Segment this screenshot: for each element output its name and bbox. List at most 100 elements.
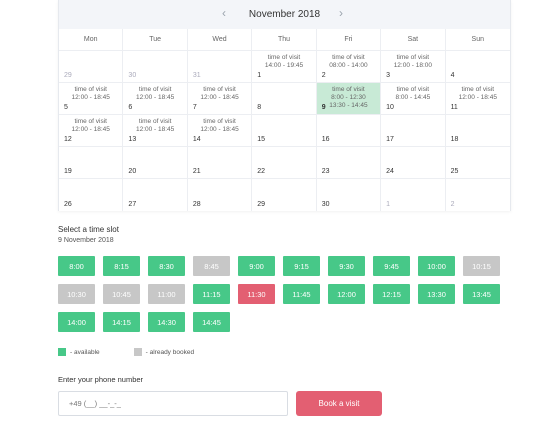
visit-hours: 12:00 - 18:45 bbox=[200, 126, 239, 133]
weekday-label: Tue bbox=[123, 29, 188, 51]
time-slot-available[interactable]: 8:30 bbox=[148, 256, 185, 276]
time-slot-available[interactable]: 12:00 bbox=[328, 284, 365, 304]
day-number: 19 bbox=[64, 168, 72, 175]
calendar-day-cell[interactable]: 30 bbox=[316, 179, 382, 211]
calendar-header: ‹ November 2018 › bbox=[59, 0, 510, 29]
visit-label: time of visit bbox=[138, 118, 172, 125]
legend-booked-label: - already booked bbox=[145, 348, 195, 356]
day-number: 31 bbox=[192, 72, 201, 79]
visit-hours: 08:00 - 14:00 bbox=[329, 62, 368, 69]
calendar-day-cell[interactable]: time of visit 12:00 - 18:45 6 bbox=[123, 83, 188, 115]
day-number: 11 bbox=[450, 104, 458, 111]
calendar-day-cell[interactable]: 20 bbox=[123, 147, 188, 179]
visit-hours: 8:00 - 12:30 bbox=[331, 94, 366, 101]
calendar-day-cell[interactable]: time of visit 08:00 - 14:00 2 bbox=[316, 51, 382, 83]
calendar-month-title: November 2018 bbox=[248, 9, 321, 20]
time-slot-available[interactable]: 14:15 bbox=[103, 312, 140, 332]
calendar-day-cell[interactable]: time of visit 12:00 - 18:45 13 bbox=[123, 115, 188, 147]
day-number: 30 bbox=[321, 201, 330, 208]
calendar-day-cell[interactable]: 23 bbox=[316, 147, 382, 179]
time-slot-available[interactable]: 11:15 bbox=[193, 284, 230, 304]
calendar-day-cell[interactable]: 4 bbox=[445, 51, 510, 83]
calendar-day-cell[interactable]: time of visit 8:00 - 14:45 10 bbox=[381, 83, 446, 115]
day-number: 5 bbox=[64, 104, 68, 111]
visit-time-info: time of visit 12:00 - 18:45 bbox=[194, 86, 245, 102]
calendar-day-cell[interactable]: 28 bbox=[187, 179, 253, 211]
calendar-day-cell[interactable]: 2 bbox=[445, 179, 510, 211]
time-slot-booked: 8:45 bbox=[193, 256, 230, 276]
selected-date: 9 November 2018 bbox=[58, 237, 114, 244]
calendar-day-cell[interactable]: time of visit 12:00 - 18:45 11 bbox=[445, 83, 510, 115]
time-slot-available[interactable]: 14:00 bbox=[58, 312, 95, 332]
visit-time-info: time of visit 8:00 - 14:45 bbox=[387, 86, 438, 102]
legend-available-label: - available bbox=[70, 348, 100, 356]
calendar-day-cell[interactable]: 25 bbox=[445, 147, 510, 179]
time-slot-available[interactable]: 13:30 bbox=[418, 284, 455, 304]
day-number: 17 bbox=[386, 136, 394, 143]
calendar-day-cell[interactable]: time of visit 12:00 - 18:45 12 bbox=[59, 115, 124, 147]
time-slot-available[interactable]: 10:00 bbox=[418, 256, 455, 276]
visit-hours: 12:00 - 18:45 bbox=[200, 94, 239, 101]
day-number: 3 bbox=[386, 72, 391, 79]
calendar-day-cell[interactable]: 1 bbox=[381, 179, 446, 211]
day-number: 27 bbox=[128, 201, 137, 208]
day-number: 15 bbox=[257, 136, 266, 143]
calendar-day-cell[interactable]: time of visit 12:00 - 18:45 7 bbox=[187, 83, 253, 115]
legend: - available - already booked bbox=[58, 348, 228, 356]
visit-hours: 14:00 - 19:45 bbox=[264, 62, 304, 69]
calendar-day-cell[interactable]: 17 bbox=[381, 115, 446, 147]
time-slot-available[interactable]: 12:15 bbox=[373, 284, 410, 304]
time-slot-available[interactable]: 9:15 bbox=[283, 256, 320, 276]
time-slot-available[interactable]: 9:00 bbox=[238, 256, 275, 276]
calendar-day-cell[interactable]: 22 bbox=[252, 147, 317, 179]
calendar-day-cell[interactable]: 18 bbox=[445, 115, 510, 147]
calendar-day-cell[interactable]: 26 bbox=[59, 179, 124, 211]
chevron-left-icon[interactable]: ‹ bbox=[222, 6, 226, 20]
time-slot-available[interactable]: 8:00 bbox=[58, 256, 95, 276]
calendar-day-cell[interactable]: time of visit 8:00 - 12:30 13:30 - 14:45 9 bbox=[316, 83, 382, 115]
day-number: 2 bbox=[321, 72, 326, 79]
day-number: 13 bbox=[128, 136, 137, 143]
visit-hours: 8:00 - 14:45 bbox=[395, 94, 431, 101]
calendar-day-cell[interactable]: 29 bbox=[252, 179, 317, 211]
calendar-day-cell[interactable]: 29 bbox=[59, 51, 124, 83]
time-slot-available[interactable]: 9:45 bbox=[373, 256, 410, 276]
calendar-day-cell[interactable]: 8 bbox=[252, 83, 317, 115]
calendar-day-cell[interactable]: 21 bbox=[187, 147, 253, 179]
day-number: 1 bbox=[386, 201, 391, 208]
time-slot-available[interactable]: 8:15 bbox=[103, 256, 140, 276]
book-visit-button[interactable]: Book a visit bbox=[296, 391, 382, 416]
time-slot-available[interactable]: 9:30 bbox=[328, 256, 365, 276]
calendar-day-cell[interactable]: time of visit 12:00 - 18:45 14 bbox=[187, 115, 253, 147]
phone-input[interactable] bbox=[58, 391, 288, 416]
visit-time-info: time of visit 12:00 - 18:45 bbox=[129, 118, 180, 134]
time-slot-available[interactable]: 13:45 bbox=[463, 284, 500, 304]
day-number: 6 bbox=[128, 104, 133, 111]
day-number: 4 bbox=[450, 72, 455, 79]
calendar-day-cell[interactable]: time of visit 14:00 - 19:45 1 bbox=[252, 51, 317, 83]
visit-label: time of visit bbox=[332, 54, 365, 61]
calendar-day-cell[interactable]: time of visit 12:00 - 18:00 3 bbox=[381, 51, 446, 83]
time-slot-selected[interactable]: 11:30 bbox=[238, 284, 275, 304]
visit-hours: 12:00 - 18:45 bbox=[458, 94, 497, 101]
visit-hours: 13:30 - 14:45 bbox=[329, 102, 368, 109]
calendar-day-cell[interactable]: time of visit 12:00 - 18:45 5 bbox=[59, 83, 124, 115]
calendar-day-cell[interactable]: 19 bbox=[59, 147, 124, 179]
calendar-day-cell[interactable]: 30 bbox=[123, 51, 188, 83]
calendar-day-cell[interactable]: 15 bbox=[252, 115, 317, 147]
time-slot-available[interactable]: 14:45 bbox=[193, 312, 230, 332]
legend-available: - available bbox=[58, 348, 100, 356]
chevron-right-icon[interactable]: › bbox=[339, 6, 343, 20]
time-slot-available[interactable]: 14:30 bbox=[148, 312, 185, 332]
visit-label: time of visit bbox=[267, 54, 301, 61]
calendar-day-cell[interactable]: 27 bbox=[123, 179, 188, 211]
visit-label: time of visit bbox=[203, 118, 236, 125]
visit-label: time of visit bbox=[74, 118, 107, 125]
day-number: 12 bbox=[64, 136, 72, 143]
time-slot-available[interactable]: 11:45 bbox=[283, 284, 320, 304]
calendar-day-cell[interactable]: 31 bbox=[187, 51, 253, 83]
day-number: 10 bbox=[386, 104, 394, 111]
calendar-day-cell[interactable]: 16 bbox=[316, 115, 382, 147]
day-number: 23 bbox=[321, 168, 330, 175]
calendar-day-cell[interactable]: 24 bbox=[381, 147, 446, 179]
